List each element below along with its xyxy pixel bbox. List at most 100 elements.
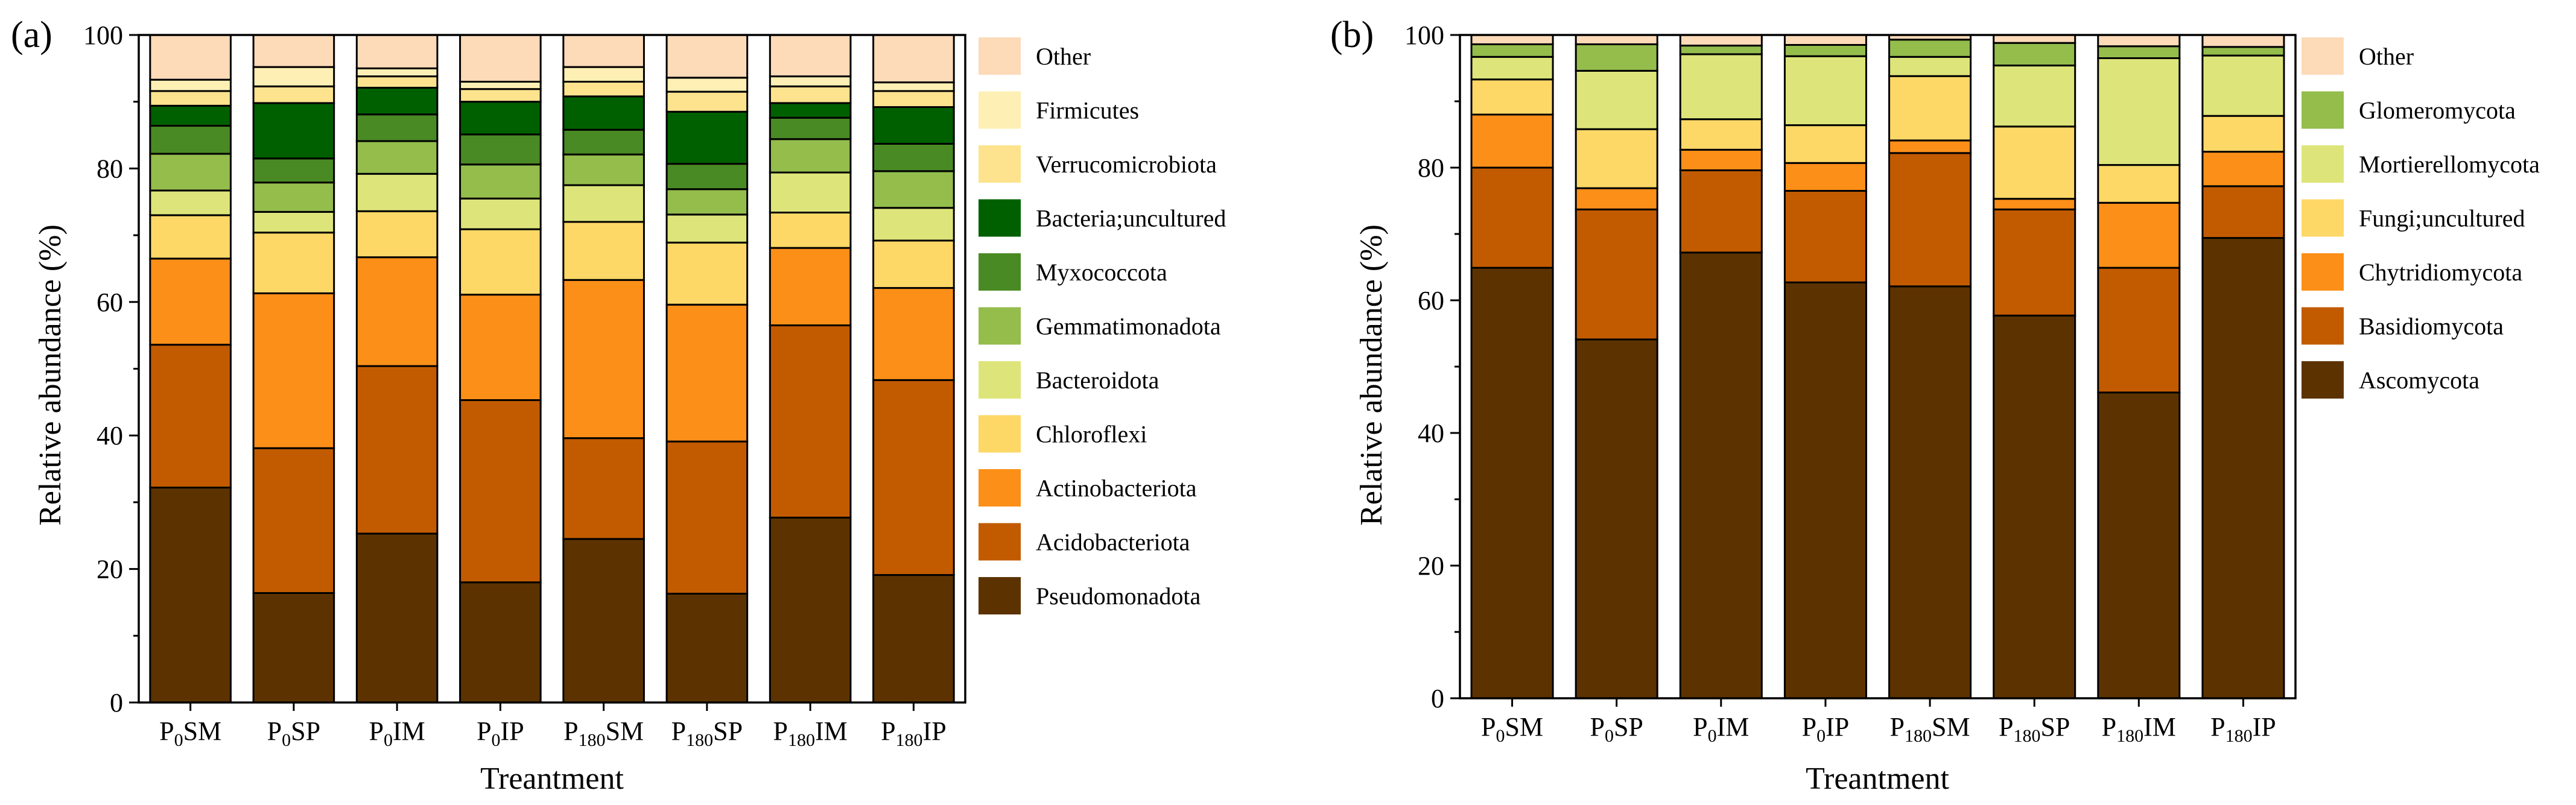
panel-a-bar-segment — [665, 241, 749, 306]
panel-b-legend-swatch — [2302, 199, 2344, 237]
panel-a-bar-segment — [459, 581, 542, 704]
panel-b-bar-segment — [1470, 113, 1554, 169]
panel-a-bar-segment — [149, 257, 232, 346]
panel-a-bar-segment — [355, 365, 439, 535]
panel-a-bar-segment — [562, 153, 645, 186]
panel-b-bar-segment — [1783, 190, 1867, 283]
panel-a-bar-segment — [149, 78, 232, 92]
panel-b-x-tick-label: P0IP — [1802, 712, 1850, 746]
panel-a-label: (a) — [11, 14, 52, 55]
panel-b-bar-segment — [1679, 34, 1763, 47]
panel-a-bar-segment — [665, 188, 749, 216]
panel-b-x-tick-label: P180IP — [2210, 712, 2276, 746]
panel-a-y-tick-label: 40 — [97, 421, 123, 450]
panel-a-x-tick-label: P0IP — [477, 716, 524, 750]
panel-b-bar-segment — [1679, 53, 1763, 121]
panel-a-y-tick-label: 80 — [97, 154, 123, 183]
panel-b-legend-swatch — [2302, 361, 2344, 399]
panel-a-bar-segment — [355, 86, 439, 116]
panel-b-bar-segment — [2201, 115, 2285, 153]
panel-a-bar-segment — [562, 95, 645, 131]
panel-b-x-axis-title: Treantment — [1806, 762, 1949, 796]
panel-b-legend-swatch — [2302, 91, 2344, 129]
panel-a-bar-segment — [355, 75, 439, 89]
panel-b-bar-segment — [1575, 34, 1658, 45]
panel-a-legend-label: Gemmatimonadota — [1036, 313, 1221, 340]
panel-a-bar-segment — [355, 532, 439, 704]
panel-b-bar-segment — [2097, 45, 2181, 59]
panel-a-bar-segment — [562, 279, 645, 440]
panel-b-legend-label: Other — [2359, 43, 2414, 70]
panel-a-bar-segment — [252, 232, 335, 294]
panel-a-legend-label: Acidobacteriota — [1036, 529, 1190, 556]
panel-a-bar-segment — [149, 189, 232, 216]
panel-a-bar-segment — [355, 172, 439, 212]
panel-a-bar-segment — [872, 170, 955, 209]
panel-b-label: (b) — [1330, 14, 1374, 55]
panel-a-x-tick-label: P180IM — [773, 716, 847, 750]
panel-b-y-tick-label: 0 — [1431, 684, 1444, 713]
panel-a-bar-segment — [252, 592, 335, 704]
panel-a-bar-segment — [459, 228, 542, 296]
panel-a-bar-segment — [769, 85, 852, 104]
panel-b-bar-segment — [1575, 43, 1658, 72]
panel-a-bar-segment — [872, 207, 955, 242]
panel-a-bar-segment — [252, 66, 335, 87]
panel-a-bar-segment — [252, 447, 335, 594]
panel-b-x-tick-label: P180SP — [1999, 712, 2070, 746]
panel-b-bar-segment — [1470, 78, 1554, 116]
panel-b-bar-segment — [1783, 34, 1867, 46]
panel-a-bar-segment — [149, 125, 232, 155]
panel-a-bar-segment — [252, 85, 335, 104]
panel-b-bar-segment — [1783, 124, 1867, 164]
panel-a-bar-segment — [252, 102, 335, 160]
panel-a-bar-segment — [149, 104, 232, 127]
panel-a-bar-segment — [355, 140, 439, 175]
panel-b-bar-segment — [2097, 57, 2181, 166]
panel-b-y-tick-label: 60 — [1418, 286, 1444, 315]
panel-a-bar-segment — [562, 437, 645, 540]
panel-a-bar-segment — [872, 90, 955, 109]
panel-b-bar-segment — [1783, 281, 1867, 699]
panel-a-bar-segment — [872, 34, 955, 84]
panel-b-bar-segment — [1470, 55, 1554, 81]
panel-a-bar-segment — [872, 574, 955, 704]
panel-a-bar-segment — [665, 213, 749, 244]
panel-a-bar-segment — [872, 379, 955, 576]
panel-a-bar-segment — [769, 171, 852, 213]
panel-b-bar-segment — [1993, 125, 2076, 200]
panel-a-legend-label: Myxococcota — [1036, 259, 1167, 286]
panel-b-x-tick-label: P180IM — [2102, 712, 2176, 746]
panel-a-legend-swatch — [979, 145, 1021, 183]
panel-b-bar-segment — [2201, 54, 2285, 117]
panel-b-bar-segment — [1679, 251, 1763, 699]
panel-a-legend-label: Bacteria;uncultured — [1036, 205, 1226, 232]
panel-a-bar-segment — [562, 221, 645, 281]
panel-b-bar-segment — [1993, 314, 2076, 699]
panel-a-bar-segment — [872, 106, 955, 145]
panel-a-bar-segment — [769, 34, 852, 78]
panel-a-bar-segment — [459, 294, 542, 402]
panel-b-bar-segment — [1679, 45, 1763, 55]
panel-b-x-tick-label: P0SM — [1481, 712, 1543, 746]
panel-a-bar-segment — [459, 163, 542, 200]
panel-b-legend-label: Basidiomycota — [2359, 313, 2504, 340]
panel-b-bar-segment — [1888, 152, 1972, 288]
panel-a-bar-segment — [769, 324, 852, 519]
panel-a-bar-segment — [562, 34, 645, 68]
panel-a-x-tick-label: P180SP — [671, 716, 743, 750]
panel-a-bar-segment — [355, 256, 439, 367]
panel-b-bar-segment — [1888, 39, 1972, 58]
panel-a-x-tick-label: P0IM — [369, 716, 425, 750]
panel-a-legend-swatch — [979, 469, 1021, 507]
panel-a-y-axis-title: Relative abundance (%) — [33, 224, 68, 526]
panel-a-bar-segment — [562, 128, 645, 156]
panel-a-bar-segment — [149, 90, 232, 107]
panel-a-bar-segment — [665, 303, 749, 443]
panel-a-bar-segment — [769, 102, 852, 119]
panel-a-bar-segment — [665, 440, 749, 595]
panel-a-x-tick-label: P180SM — [563, 716, 644, 750]
panel-b-bar-segment — [2201, 151, 2285, 188]
panel-a-bar-segment — [769, 516, 852, 704]
